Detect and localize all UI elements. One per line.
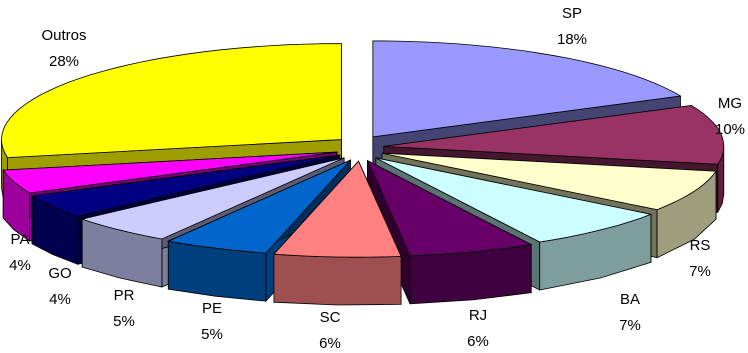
slice-label-percent: 10% <box>715 121 745 138</box>
slice-label-percent: 4% <box>9 257 31 274</box>
slice-label-name: Outros <box>41 27 86 44</box>
slice-label-percent: 5% <box>201 326 223 343</box>
slice-label-name: GO <box>48 265 71 282</box>
slice-label-name: RS <box>690 237 711 254</box>
slice-label-name: RJ <box>469 307 487 324</box>
slice-label-name: PR <box>114 287 135 304</box>
slice-label-percent: 18% <box>557 31 587 48</box>
slice-label-name: SP <box>562 5 582 22</box>
pie-slice-top <box>372 40 682 138</box>
slice-label-percent: 7% <box>619 317 641 334</box>
pie-labels: SP 18% MG 10% RS 7% BA 7% RJ 6% SC 6% PE 5% PR 5% GO 4% PA… <box>9 5 745 352</box>
pie-slice-top <box>273 160 402 258</box>
pie-slice-rj <box>366 159 533 305</box>
slice-label-name: MG <box>718 95 742 112</box>
pie-slice-top <box>2 151 338 194</box>
pie-slice-top <box>30 154 340 217</box>
pie-slice-top <box>375 157 653 243</box>
slice-label-name: BA <box>620 291 640 308</box>
slice-label-percent: 4% <box>49 291 71 308</box>
pie-slice-top <box>366 159 533 257</box>
pie-slice-top <box>166 159 351 254</box>
pie-slice-top <box>383 105 725 165</box>
pie-slice-top <box>381 152 717 211</box>
slice-label-percent: 28% <box>49 53 79 70</box>
slice-label-percent: 7% <box>689 263 711 280</box>
pie-slice-sc <box>273 160 402 306</box>
slice-label-name: PA <box>11 231 30 248</box>
pie-slices <box>1 40 725 306</box>
slice-label-percent: 5% <box>113 313 135 330</box>
pie-slice-rim <box>273 253 402 306</box>
slice-label-percent: 6% <box>467 333 489 350</box>
slice-label-name: SC <box>320 309 341 326</box>
pie-slice-top <box>1 43 342 159</box>
slice-label-name: PE <box>202 300 222 317</box>
pie-slice-top <box>80 157 345 240</box>
slice-label-percent: 6% <box>319 335 341 352</box>
